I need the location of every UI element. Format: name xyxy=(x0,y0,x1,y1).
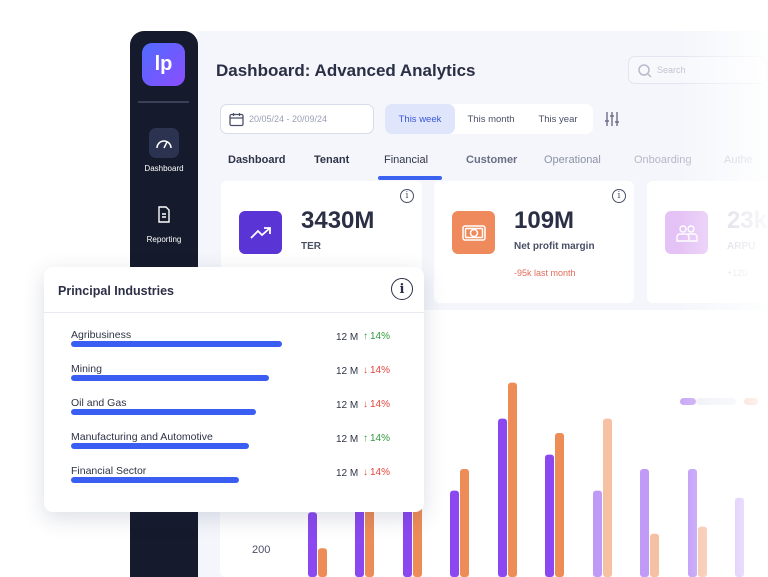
bar-series-2[interactable] xyxy=(698,526,707,577)
bar-series-2[interactable] xyxy=(460,469,469,577)
bar-series-1[interactable] xyxy=(450,490,459,577)
arrow-up-icon: ↑ xyxy=(363,331,368,342)
bar-series-1[interactable] xyxy=(545,454,554,577)
tab-customer[interactable]: Customer xyxy=(466,154,518,166)
industry-name: Agribusiness xyxy=(71,329,132,341)
sidebar-item-dashboard[interactable]: Dashboard xyxy=(130,128,198,173)
industry-name: Mining xyxy=(71,363,102,375)
date-range-input[interactable]: 20/05/24 - 20/09/24 xyxy=(220,104,374,134)
bar-series-2[interactable] xyxy=(508,382,517,577)
industry-change-value: 14% xyxy=(370,365,391,376)
industry-name: Financial Sector xyxy=(71,465,147,477)
filter-sliders-icon[interactable] xyxy=(603,110,621,128)
tab-operational[interactable]: Operational xyxy=(544,154,601,166)
industry-change: ↑ 14% xyxy=(363,331,390,342)
bar-series-2[interactable] xyxy=(365,490,374,577)
arrow-up-icon: ↑ xyxy=(363,433,368,444)
industry-change-value: 14% xyxy=(370,467,391,478)
bar-series-1[interactable] xyxy=(640,469,649,577)
industry-value: 12 M xyxy=(336,366,359,377)
date-range-value: 20/05/24 - 20/09/24 xyxy=(249,114,328,124)
arrow-down-icon: ↓ xyxy=(363,365,368,376)
bar-series-1[interactable] xyxy=(403,497,412,577)
industry-change-value: 14% xyxy=(370,331,391,342)
calendar-icon xyxy=(229,113,244,127)
industry-change: ↓ 14% xyxy=(363,365,390,376)
industry-name: Oil and Gas xyxy=(71,397,127,409)
industry-row[interactable]: Manufacturing and Automotive 12 M ↑ 14% xyxy=(71,431,401,461)
gauge-icon xyxy=(149,128,179,158)
document-icon xyxy=(149,199,179,229)
industry-value: 12 M xyxy=(336,400,359,411)
principal-industries-panel: Principal Industries i Agribusiness 12 M ↑… xyxy=(44,267,424,512)
industry-progress-bar xyxy=(71,341,282,347)
info-icon[interactable]: i xyxy=(400,189,414,203)
period-selector: This week This month This year xyxy=(385,104,593,134)
y-axis-tick: 200 xyxy=(252,544,271,556)
industry-change: ↓ 14% xyxy=(363,467,390,478)
industry-progress-bar xyxy=(71,443,249,449)
cash-icon xyxy=(452,211,495,254)
kpi-change: -95k last month xyxy=(514,268,576,278)
info-icon[interactable]: i xyxy=(612,189,626,203)
arrow-down-icon: ↓ xyxy=(363,399,368,410)
bar-series-2[interactable] xyxy=(650,533,659,577)
kpi-value: 109M xyxy=(514,207,575,234)
bar-series-1[interactable] xyxy=(735,497,744,577)
industry-value: 12 M xyxy=(336,468,359,479)
kpi-card-net-profit: i 109M Net profit margin -95k last month xyxy=(434,181,634,303)
kpi-value: 3430M xyxy=(301,207,375,234)
industry-progress-bar xyxy=(71,477,239,483)
page-title: Dashboard: Advanced Analytics xyxy=(216,61,476,80)
industry-change-value: 14% xyxy=(370,399,391,410)
bar-series-1[interactable] xyxy=(308,512,317,577)
info-icon[interactable]: i xyxy=(391,278,413,300)
bar-series-1[interactable] xyxy=(498,418,507,577)
app-logo[interactable]: lp xyxy=(142,43,185,86)
arrow-down-icon: ↓ xyxy=(363,467,368,478)
active-tab-indicator xyxy=(378,176,442,180)
bar-series-2[interactable] xyxy=(318,548,327,577)
period-this-week[interactable]: This week xyxy=(385,104,455,134)
kpi-label: Net profit margin xyxy=(514,241,595,252)
industry-value: 12 M xyxy=(336,434,359,445)
tab-dashboard[interactable]: Dashboard xyxy=(228,154,286,166)
tab-onboarding[interactable]: Onboarding xyxy=(634,154,692,166)
search-placeholder: Search xyxy=(657,65,686,75)
search-icon xyxy=(638,64,652,78)
sidebar-item-label: Dashboard xyxy=(144,164,184,173)
sidebar-item-label: Reporting xyxy=(146,235,182,244)
industry-row[interactable]: Financial Sector 12 M ↓ 14% xyxy=(71,465,401,495)
tab-tenant[interactable]: Tenant xyxy=(314,154,350,166)
bar-series-1[interactable] xyxy=(688,469,697,577)
bar-series-1[interactable] xyxy=(593,490,602,577)
industry-row[interactable]: Agribusiness 12 M ↑ 14% xyxy=(71,329,401,359)
industry-change-value: 14% xyxy=(370,433,391,444)
industry-value: 12 M xyxy=(336,332,359,343)
tab-financial[interactable]: Financial xyxy=(384,154,429,166)
period-this-year[interactable]: This year xyxy=(538,113,578,125)
kpi-label: TER xyxy=(301,241,321,252)
industry-name: Manufacturing and Automotive xyxy=(71,431,213,443)
period-this-month[interactable]: This month xyxy=(467,113,515,125)
industry-progress-bar xyxy=(71,409,256,415)
industry-row[interactable]: Mining 12 M ↓ 14% xyxy=(71,363,401,393)
bar-series-2[interactable] xyxy=(603,418,612,577)
industry-change: ↓ 14% xyxy=(363,399,390,410)
trending-up-icon xyxy=(239,211,282,254)
panel-title: Principal Industries xyxy=(58,284,175,298)
sidebar-item-reporting[interactable]: Reporting xyxy=(130,199,198,244)
industry-progress-bar xyxy=(71,375,269,381)
panel-divider xyxy=(44,312,424,313)
sidebar-divider xyxy=(138,101,189,103)
bar-series-2[interactable] xyxy=(555,433,564,577)
industry-change: ↑ 14% xyxy=(363,433,390,444)
industry-row[interactable]: Oil and Gas 12 M ↓ 14% xyxy=(71,397,401,427)
